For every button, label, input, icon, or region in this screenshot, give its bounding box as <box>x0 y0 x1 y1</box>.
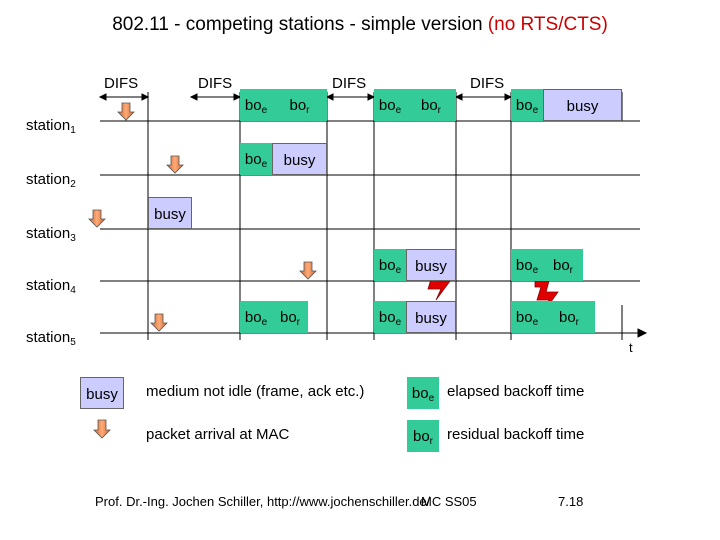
difs-arrow <box>325 93 376 101</box>
legend-busy-text: medium not idle (frame, ack etc.) <box>146 383 365 400</box>
station-label: station1 <box>26 117 76 136</box>
footer-course: MC SS05 <box>421 494 477 509</box>
residual-backoff-box: bor <box>543 249 583 281</box>
difs-arrow <box>98 93 150 101</box>
difs-label: DIFS <box>470 75 505 92</box>
elapsed-backoff-box: boe <box>374 301 406 333</box>
elapsed-backoff-box: boe <box>511 249 543 281</box>
station-label: station5 <box>26 329 76 348</box>
elapsed-backoff-box: boe <box>240 89 272 121</box>
elapsed-backoff-box: boe <box>374 249 406 281</box>
footer-author: Prof. Dr.-Ing. Jochen Schiller, http://w… <box>95 494 431 509</box>
difs-arrow <box>189 93 242 101</box>
difs-label: DIFS <box>104 75 139 92</box>
legend-busy-swatch: busy <box>80 377 124 409</box>
packet-arrival-icon <box>88 209 106 228</box>
elapsed-backoff-box: boe <box>511 301 543 333</box>
legend-boe-text: elapsed backoff time <box>447 383 585 400</box>
packet-arrival-icon <box>166 155 184 174</box>
residual-backoff-box: bor <box>543 301 595 333</box>
title-accent: (no RTS/CTS) <box>487 14 608 35</box>
difs-arrow <box>454 93 513 101</box>
residual-backoff-box: bor <box>406 89 456 121</box>
packet-arrival-icon <box>93 419 111 439</box>
difs-label: DIFS <box>332 75 367 92</box>
station-label: station4 <box>26 277 76 296</box>
station-label: station2 <box>26 171 76 190</box>
station-label: station3 <box>26 225 76 244</box>
footer-page-number: 7.18 <box>558 494 584 509</box>
difs-label: DIFS <box>198 75 233 92</box>
packet-arrival-icon <box>150 313 168 332</box>
residual-backoff-box: bor <box>272 301 308 333</box>
busy-medium-box: busy <box>406 301 456 333</box>
legend-bor-swatch: bor <box>407 420 439 452</box>
busy-medium-box: busy <box>406 249 456 281</box>
packet-arrival-icon <box>299 261 317 280</box>
legend-arrival-text: packet arrival at MAC <box>146 426 290 443</box>
time-axis-arrow <box>622 328 648 338</box>
elapsed-backoff-box: boe <box>511 89 543 121</box>
slide-title: 802.11 - competing stations - simple ver… <box>112 14 608 35</box>
packet-arrival-icon <box>117 102 135 121</box>
busy-medium-box: busy <box>272 143 327 175</box>
busy-medium-box: busy <box>148 197 192 229</box>
time-axis-label: t <box>629 340 633 355</box>
elapsed-backoff-box: boe <box>240 143 272 175</box>
elapsed-backoff-box: boe <box>240 301 272 333</box>
legend-boe-swatch: boe <box>407 377 439 409</box>
residual-backoff-box: bor <box>272 89 327 121</box>
elapsed-backoff-box: boe <box>374 89 406 121</box>
busy-medium-box: busy <box>543 89 622 121</box>
legend-bor-text: residual backoff time <box>447 426 585 443</box>
